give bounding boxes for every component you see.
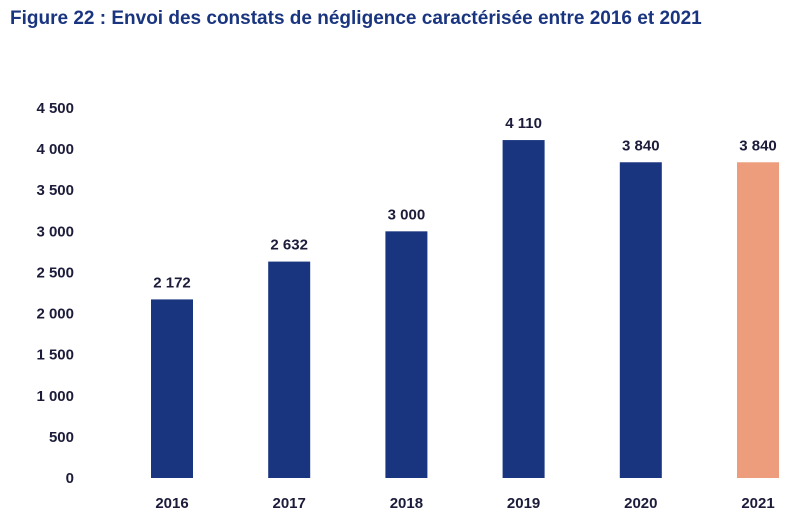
bar-2017: [268, 261, 311, 478]
x-tick-label-2018: 2018: [390, 495, 423, 512]
bar-2016: [151, 299, 193, 478]
y-tick-label: 4 000: [36, 141, 74, 158]
y-tick-label: 2 500: [36, 264, 74, 281]
y-tick-label: 3 000: [36, 223, 74, 240]
data-label-2018: 3 000: [388, 206, 426, 223]
x-tick-label-2019: 2019: [507, 495, 540, 512]
bar-2019: [502, 140, 545, 479]
y-axis: 0 500 1 000 1 500 2 000 2 500 3 000 3 500 4 000 4…: [36, 100, 74, 487]
data-label-2021: 3 840: [739, 137, 777, 154]
x-axis: 2016 2017 2018 2019 2020 2021: [155, 495, 774, 512]
y-tick-label: 4 500: [36, 100, 74, 117]
data-label-2017: 2 632: [270, 237, 308, 254]
chart-title: Figure 22 : Envoi des constats de néglig…: [10, 8, 702, 29]
data-labels: 2 172 2 632 3 000 4 110 3 840 3 840: [153, 115, 777, 291]
x-tick-label-2020: 2020: [624, 495, 657, 512]
y-tick-label: 500: [49, 429, 74, 446]
bar-2021: [737, 162, 779, 478]
bars: [151, 140, 779, 479]
x-tick-label-2021: 2021: [741, 495, 774, 512]
data-label-2016: 2 172: [153, 274, 191, 291]
bar-2020: [619, 162, 662, 478]
bar-2018: [385, 231, 428, 478]
data-label-2019: 4 110: [505, 115, 542, 132]
y-tick-label: 1 500: [36, 347, 74, 364]
y-tick-label: 1 000: [36, 388, 74, 405]
data-label-2020: 3 840: [622, 137, 660, 154]
y-tick-label: 2 000: [36, 306, 74, 323]
x-tick-label-2016: 2016: [155, 495, 188, 512]
y-tick-label: 0: [66, 470, 74, 487]
y-tick-label: 3 500: [36, 182, 74, 199]
x-tick-label-2017: 2017: [273, 495, 306, 512]
